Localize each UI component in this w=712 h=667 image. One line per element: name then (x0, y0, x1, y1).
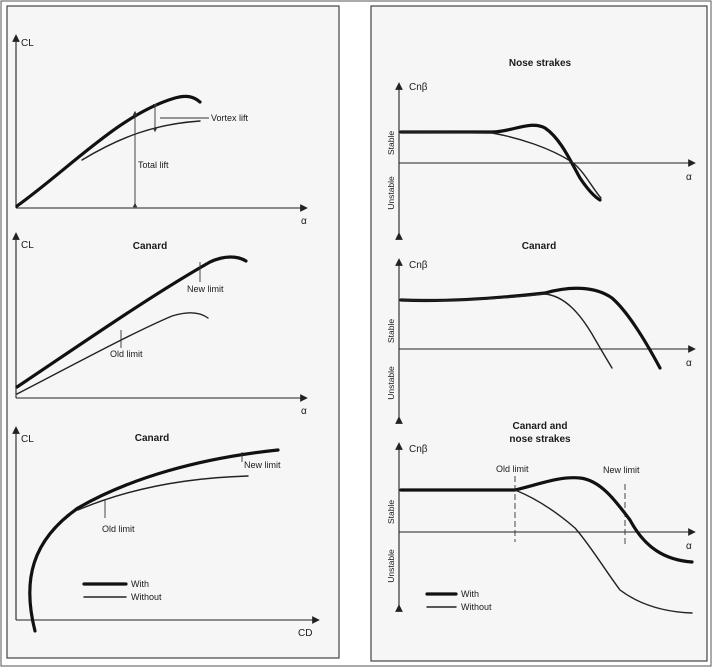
legend-without-label: Without (131, 592, 162, 602)
plot-title: Canard (133, 241, 167, 252)
vortex-lift-label: Vortex lift (211, 113, 249, 123)
total-lift-label: Total lift (138, 160, 169, 170)
plot-title-line-1: Canard and (512, 421, 567, 432)
plot-title: Nose strakes (509, 58, 572, 69)
curve-without (81, 120, 201, 161)
old-limit-label: Old limit (102, 524, 135, 534)
stable-label: Stable (386, 319, 396, 343)
x-axis-label: α (686, 541, 692, 552)
legend-with-label: With (131, 579, 149, 589)
curve-with (15, 255, 248, 389)
legend: With Without (425, 589, 492, 612)
x-axis-label: α (686, 172, 692, 183)
right-plot-2: Canard Cnβ α Stable Unstable (386, 241, 696, 424)
x-axis-label: α (301, 216, 307, 227)
y-axis-label: CL (21, 434, 34, 445)
legend: With Without (82, 579, 162, 602)
curve-without (16, 312, 209, 395)
curve-with (15, 94, 202, 208)
y-axis-label: Cnβ (409, 260, 428, 271)
old-limit-label: Old limit (110, 349, 143, 359)
stable-label: Stable (386, 500, 396, 524)
y-axis-label: Cnβ (409, 444, 428, 455)
left-plot-3: CL CD Canard New limit Old limit With Wi… (12, 426, 320, 639)
curve-without (514, 489, 693, 614)
y-axis-label: Cnβ (409, 82, 428, 93)
left-plot-1: CL α Vortex lift Total lift (12, 34, 308, 227)
plot-title-line-2: nose strakes (509, 434, 571, 445)
stable-label: Stable (386, 131, 396, 155)
new-limit-label: New limit (187, 284, 224, 294)
unstable-label: Unstable (386, 366, 396, 400)
curve-with (399, 123, 602, 202)
curve-without (400, 131, 602, 199)
curve-without (77, 475, 249, 511)
x-axis-label: α (301, 406, 307, 417)
plot-title: Canard (522, 241, 556, 252)
x-axis-label: CD (298, 628, 312, 639)
new-limit-label: New limit (603, 465, 640, 475)
legend-without-label: Without (461, 602, 492, 612)
right-plot-3: Canard and nose strakes Cnβ α Stable Uns… (386, 421, 696, 614)
left-panel (6, 5, 340, 659)
curve-with (399, 476, 694, 564)
right-panel (370, 5, 708, 662)
unstable-label: Unstable (386, 176, 396, 210)
new-limit-label: New limit (244, 460, 281, 470)
left-plot-2: CL α Canard New limit Old limit (12, 232, 308, 417)
x-axis-label: α (686, 358, 692, 369)
legend-with-label: With (461, 589, 479, 599)
curve-without (400, 293, 613, 369)
y-axis-label: CL (21, 240, 34, 251)
unstable-label: Unstable (386, 549, 396, 583)
plot-title: Canard (135, 433, 169, 444)
y-axis-label: CL (21, 38, 34, 49)
curve-with (28, 448, 280, 633)
right-plot-1: Nose strakes Cnβ α Stable Unstable (386, 58, 696, 240)
old-limit-label: Old limit (496, 464, 529, 474)
